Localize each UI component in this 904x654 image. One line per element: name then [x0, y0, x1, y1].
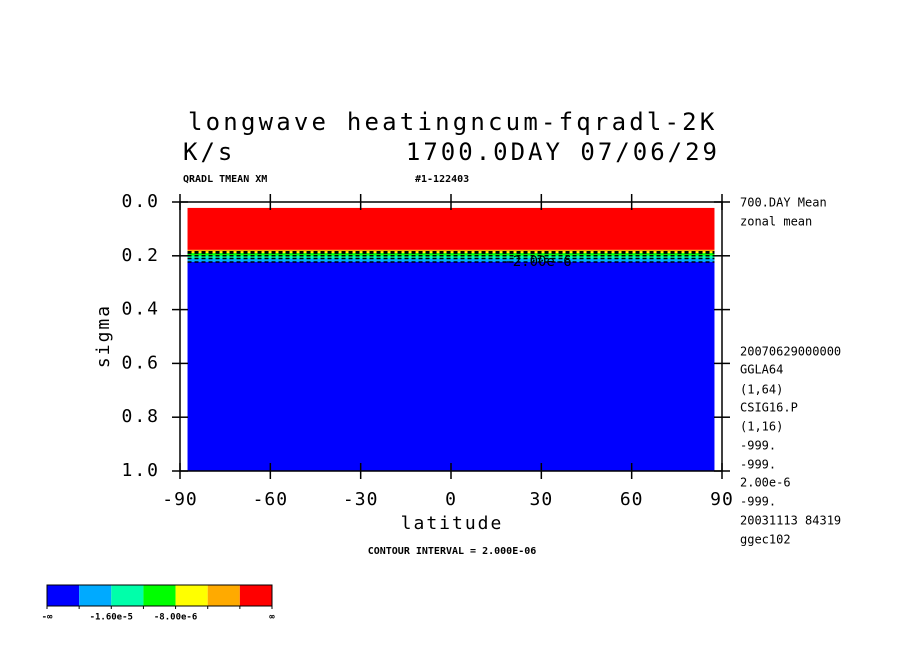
contour-interval: CONTOUR INTERVAL = 2.000E-06	[368, 546, 537, 557]
colorbar-label: ∞	[269, 613, 275, 623]
contour-band	[187, 251, 715, 254]
x-tick-label: -60	[253, 489, 289, 510]
side-note: 2.00e-6	[740, 476, 791, 490]
side-note: (1,64)	[740, 383, 783, 397]
colorbar-swatch	[47, 585, 80, 606]
side-note: GGLA64	[740, 363, 783, 377]
y-tick-label: 1.0	[121, 460, 160, 481]
variable-label: QRADL TMEAN XM	[183, 174, 267, 185]
colorbar-swatch	[239, 585, 272, 606]
colorbar-swatch	[79, 585, 112, 606]
y-tick-label: 0.6	[121, 352, 160, 373]
contour-band	[187, 253, 715, 256]
side-note: 700.DAY Mean	[740, 196, 827, 210]
side-note: -999.	[740, 495, 776, 509]
x-tick-label: 0	[445, 489, 457, 510]
x-axis-label: latitude	[401, 513, 504, 534]
contour-band	[187, 261, 715, 471]
contour-band	[187, 255, 715, 259]
side-note: ggec102	[740, 533, 791, 547]
x-tick-label: -30	[343, 489, 379, 510]
colorbar-label: -1.60e-5	[90, 613, 133, 623]
y-tick-label: 0.8	[121, 406, 160, 427]
side-note: CSIG16.P	[740, 401, 798, 415]
x-tick-label: 90	[710, 489, 734, 510]
colorbar-label: -8.00e-6	[154, 613, 197, 623]
side-note: -999.	[740, 439, 776, 453]
side-note: -999.	[740, 458, 776, 472]
y-axis-label: sigma	[93, 304, 114, 368]
x-tick-label: 60	[620, 489, 644, 510]
colorbar-label: -∞	[42, 613, 53, 623]
colorbar-swatch	[175, 585, 208, 606]
x-tick-label: 30	[529, 489, 553, 510]
colorbar-swatch	[143, 585, 176, 606]
run-label: #1-122403	[415, 174, 469, 185]
time-label: 1700.0DAY 07/06/29	[406, 138, 720, 166]
contour-band	[187, 207, 715, 250]
chart-title: longwave heatingncum-fqradl-2K	[188, 108, 717, 136]
y-tick-label: 0.2	[121, 245, 160, 266]
x-tick-label: -90	[162, 489, 198, 510]
contour-band	[187, 249, 715, 252]
units: K/s	[183, 138, 235, 166]
y-tick-label: 0.4	[121, 299, 160, 320]
colorbar-swatch	[111, 585, 144, 606]
side-note: zonal mean	[740, 215, 812, 229]
y-tick-label: 0.0	[121, 191, 160, 212]
contour-band	[187, 258, 715, 262]
colorbar-frame	[46, 584, 273, 607]
side-note: 20070629000000	[740, 345, 841, 359]
colorbar-swatch	[207, 585, 240, 606]
contour-label: -2.00e-6	[504, 254, 571, 270]
side-note: (1,16)	[740, 420, 783, 434]
side-note: 20031113 84319	[740, 514, 841, 528]
